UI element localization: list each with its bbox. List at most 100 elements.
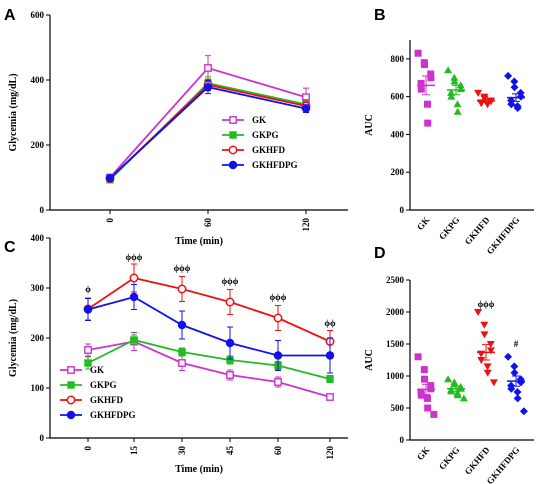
data-point	[453, 107, 462, 115]
data-point	[178, 359, 186, 367]
series-line	[87, 277, 331, 343]
group-gkhfd	[474, 309, 498, 387]
y-tick-label: 1000	[386, 371, 405, 381]
data-point	[204, 64, 212, 72]
x-tick-label: 120	[301, 218, 311, 232]
data-point	[325, 351, 335, 360]
panel-letter-c: C	[4, 239, 16, 256]
data-point	[504, 352, 513, 361]
data-point	[459, 394, 468, 402]
data-point	[516, 92, 525, 101]
y-tick-label: 2500	[386, 275, 405, 285]
data-point	[424, 394, 431, 402]
y-tick-label: 400	[31, 75, 45, 85]
legend-label: GK	[252, 115, 266, 125]
data-point	[129, 273, 139, 283]
data-point	[483, 369, 492, 377]
data-point	[507, 100, 516, 109]
y-tick-label: 800	[391, 54, 405, 64]
data-point	[326, 375, 334, 383]
series-line	[87, 339, 331, 380]
significance-marker: ϕϕ	[324, 318, 336, 328]
data-point	[513, 394, 522, 403]
panel-letter-a: A	[4, 7, 16, 24]
legend-marker	[228, 145, 238, 155]
x-tick-label: 45	[225, 446, 235, 456]
significance-marker: ϕ	[85, 284, 91, 294]
legend-label: GKHFDPG	[252, 160, 298, 170]
data-point	[177, 320, 187, 330]
data-point	[519, 407, 528, 416]
legend-label: GKPG	[252, 130, 279, 140]
y-tick-label: 400	[31, 233, 45, 243]
y-tick-label: 100	[31, 383, 45, 393]
legend-marker	[229, 131, 237, 139]
group-gk	[414, 353, 438, 418]
data-point	[424, 404, 432, 412]
panel-letter-b: B	[374, 7, 386, 24]
data-point	[129, 292, 139, 302]
data-point	[510, 368, 519, 377]
data-point	[510, 83, 519, 92]
legend: GK GKPG GKHFD GKHFDPG	[60, 365, 136, 420]
series-line	[87, 296, 330, 357]
data-point	[225, 297, 235, 307]
data-point	[178, 348, 186, 356]
data-point	[486, 341, 495, 348]
data-point	[480, 331, 489, 339]
panel-letter-d: D	[374, 245, 386, 262]
y-tick-label: 0	[400, 205, 405, 215]
y-tick-label: 400	[391, 129, 405, 139]
y-tick-label: 0	[40, 433, 45, 443]
y-axis-title: AUC	[364, 349, 375, 371]
data-point	[504, 71, 513, 80]
legend-label: GKHFD	[252, 145, 285, 155]
x-tick-label: GKHFD	[463, 214, 492, 246]
significance-marker: #	[514, 339, 519, 349]
significance-marker: ϕϕϕ	[174, 263, 191, 273]
data-point	[480, 321, 489, 329]
series-gk	[84, 332, 334, 401]
y-tick-label: 300	[31, 283, 45, 293]
legend-label: GKHFDPG	[90, 410, 136, 420]
x-tick-label: 15	[129, 446, 139, 456]
legend-label: GK	[90, 365, 104, 375]
y-tick-label: 1500	[386, 339, 405, 349]
data-point	[417, 391, 425, 399]
y-axis-title: Glycemia (mg/dL)	[8, 73, 19, 151]
data-point	[513, 388, 522, 396]
data-point	[273, 313, 283, 323]
y-tick-label: 200	[31, 140, 45, 150]
data-point	[420, 366, 428, 374]
x-tick-label: 0	[105, 218, 115, 223]
x-tick-label: GK	[415, 215, 432, 232]
significance-marker: ϕϕϕ	[478, 299, 495, 309]
x-axis-title: Time (min)	[175, 464, 223, 475]
y-tick-label: 0	[40, 205, 45, 215]
data-point	[489, 379, 498, 387]
chart-c-glycemia-itt: 0 100 200 300 400 Glycemia (mg/dL) 0 15 30 45 60 12…	[8, 233, 348, 475]
y-tick-label: 2000	[386, 307, 405, 317]
y-axis-title: AUC	[364, 114, 375, 136]
legend-marker	[66, 410, 76, 420]
data-point	[474, 309, 483, 316]
series-gkhfd	[83, 263, 335, 353]
x-tick-label: 120	[325, 446, 335, 460]
data-point	[130, 336, 138, 344]
data-point	[447, 387, 456, 395]
data-point	[421, 61, 428, 69]
data-point	[414, 49, 422, 57]
y-tick-label: 200	[391, 167, 405, 177]
x-tick-label: 30	[177, 446, 187, 456]
data-point	[456, 81, 465, 89]
group-gkpg	[444, 66, 465, 115]
x-axis-title: Time (min)	[175, 236, 223, 247]
data-point	[84, 359, 92, 367]
x-tick-label: GKHFD	[463, 444, 492, 476]
legend: GK GKPG GKHFD GKHFDPG	[222, 115, 298, 170]
data-point	[430, 410, 438, 418]
data-point	[225, 338, 235, 348]
y-tick-label: 200	[31, 333, 45, 343]
